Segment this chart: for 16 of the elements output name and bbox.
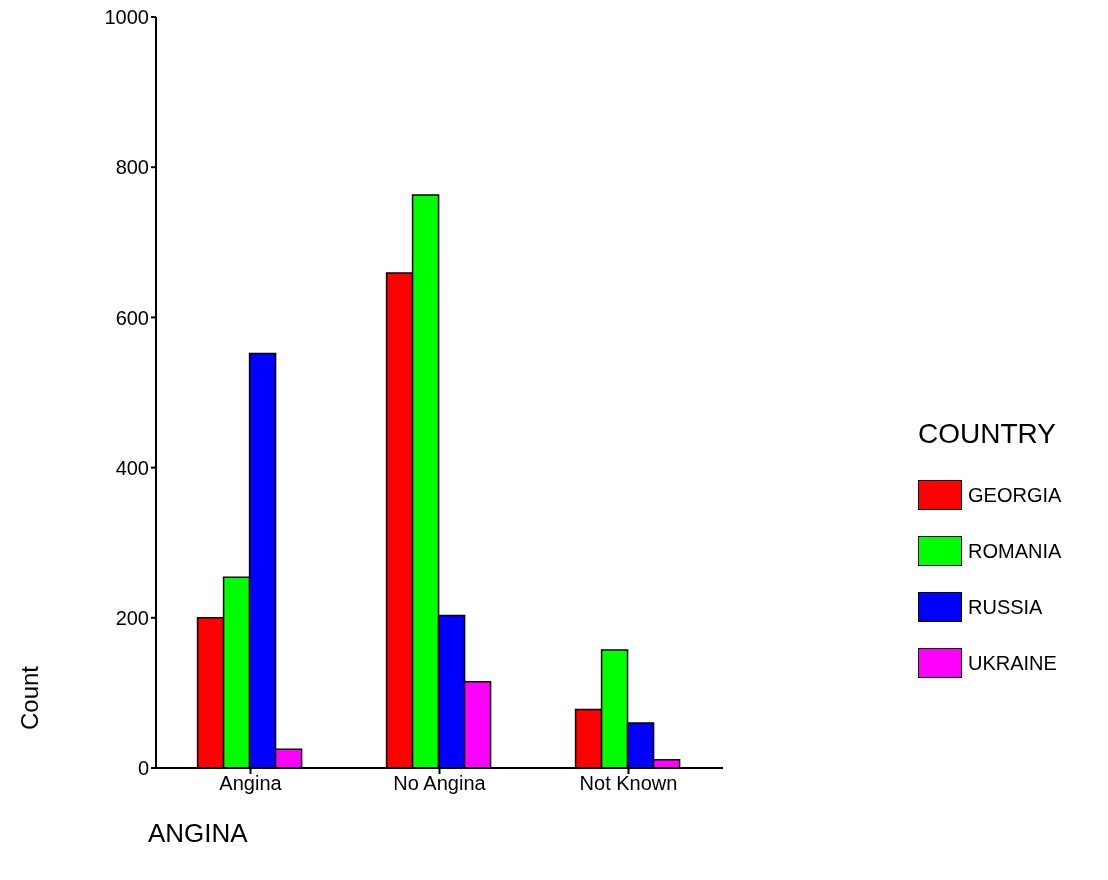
y-axis-title: Count [16, 665, 44, 730]
y-tick-label: 400 [115, 456, 149, 479]
legend-label: ROMANIA [968, 539, 1062, 563]
legend-label: GEORGIA [968, 483, 1062, 507]
x-tick-label: Not Known [579, 772, 678, 795]
y-tick-label: 600 [115, 306, 149, 329]
y-tick-label: 1000 [104, 6, 149, 29]
x-axis-title: ANGINA [148, 818, 248, 849]
x-tick-label: No Angina [393, 772, 487, 795]
y-tick-label: 0 [137, 757, 149, 780]
legend-label: UKRAINE [968, 651, 1057, 675]
y-tick-label: 800 [115, 156, 149, 179]
legend-label: RUSSIA [968, 595, 1043, 619]
x-tick-label: Angina [219, 772, 283, 795]
legend-title: COUNTRY [918, 418, 1057, 450]
y-tick-label: 200 [115, 606, 149, 629]
